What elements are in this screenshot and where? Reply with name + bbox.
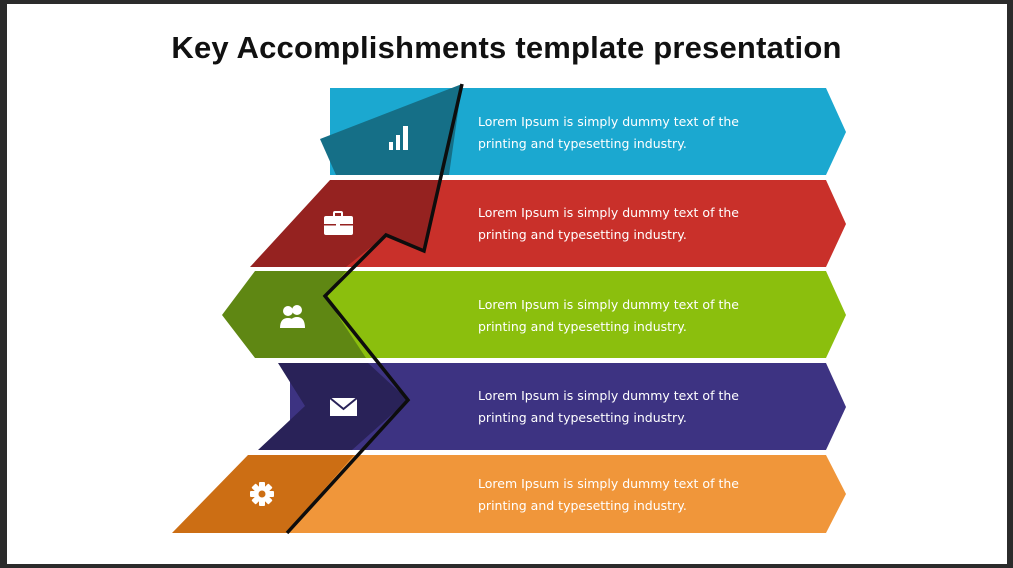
gear-icon [250, 482, 274, 506]
row-2-arrow [330, 180, 846, 267]
row-3-fold [222, 271, 366, 358]
row-4-arrow [290, 363, 846, 450]
briefcase-icon [324, 211, 353, 235]
users-icon [280, 305, 305, 328]
envelope-icon [329, 397, 358, 416]
row-3-text: Lorem Ipsum is simply dummy text of the … [478, 297, 739, 334]
row-5-text: Lorem Ipsum is simply dummy text of the … [478, 476, 739, 513]
row-1-arrow [330, 88, 846, 175]
page-title: Key Accomplishments template presentatio… [171, 30, 842, 65]
row-4-text: Lorem Ipsum is simply dummy text of the … [478, 388, 739, 425]
row-5-arrow [250, 455, 846, 533]
row-3-arrow [255, 271, 846, 358]
bar-chart-icon [389, 126, 408, 150]
connector-line [285, 83, 464, 535]
row-1-text: Lorem Ipsum is simply dummy text of the … [478, 114, 739, 151]
row-1-fold [320, 84, 462, 175]
row-2-text: Lorem Ipsum is simply dummy text of the … [478, 205, 739, 242]
